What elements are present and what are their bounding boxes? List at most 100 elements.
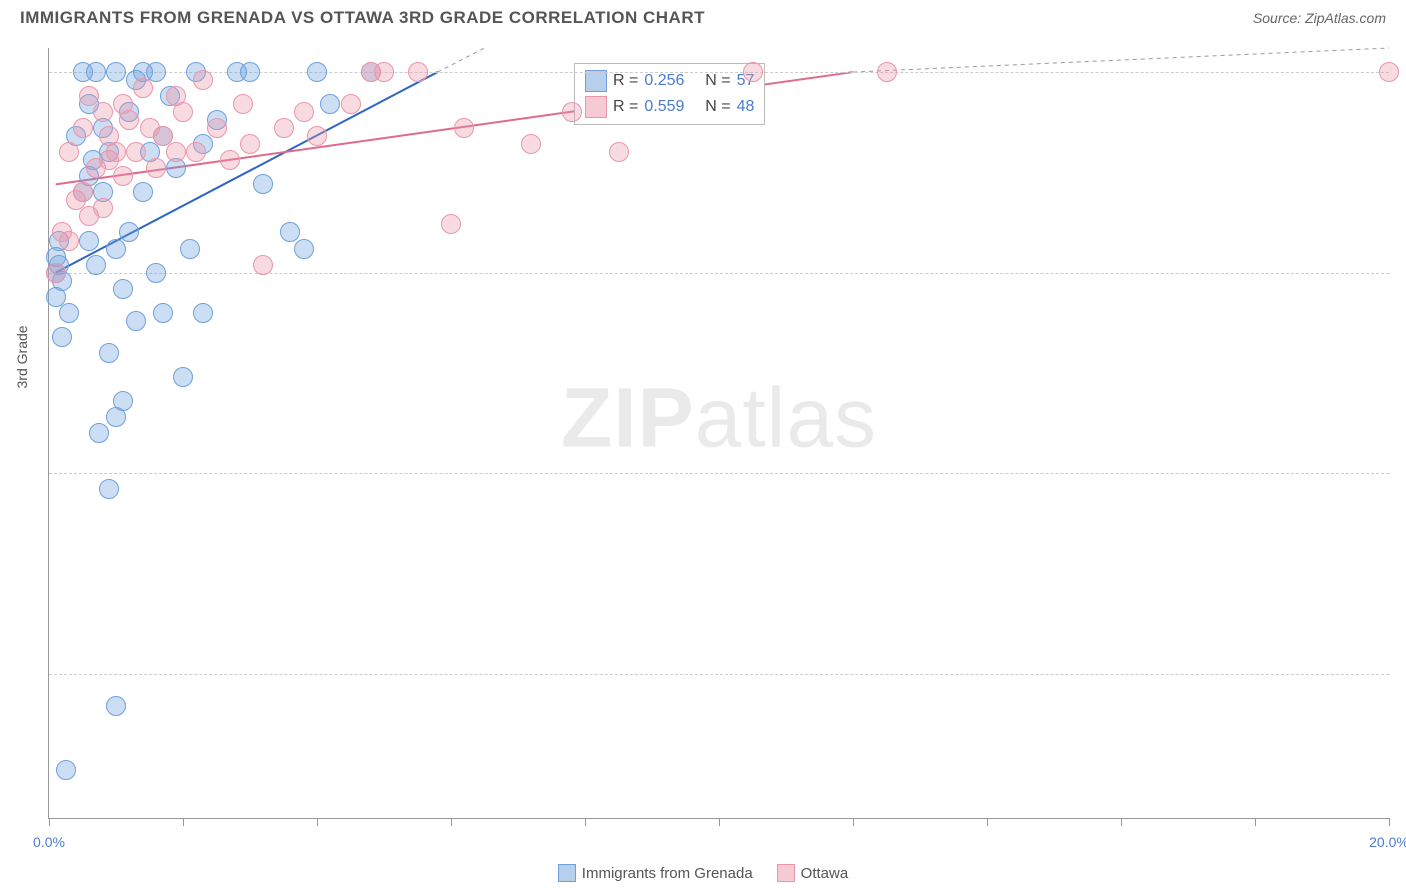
- scatter-point-blue: [146, 62, 166, 82]
- gridline: [49, 273, 1389, 274]
- x-tick: [585, 818, 586, 826]
- x-tick: [1121, 818, 1122, 826]
- scatter-point-blue: [253, 174, 273, 194]
- scatter-point-pink: [609, 142, 629, 162]
- scatter-point-pink: [240, 134, 260, 154]
- scatter-point-pink: [73, 118, 93, 138]
- scatter-point-pink: [186, 142, 206, 162]
- scatter-point-blue: [240, 62, 260, 82]
- scatter-point-blue: [153, 303, 173, 323]
- scatter-point-pink: [441, 214, 461, 234]
- scatter-point-pink: [743, 62, 763, 82]
- trend-line-extrapolated: [438, 48, 485, 72]
- x-tick: [317, 818, 318, 826]
- watermark: ZIPatlas: [561, 369, 877, 466]
- watermark-bold: ZIP: [561, 370, 695, 464]
- legend-swatch-pink: [777, 864, 795, 882]
- scatter-point-blue: [52, 327, 72, 347]
- scatter-point-blue: [106, 62, 126, 82]
- n-value-2: 48: [737, 98, 755, 116]
- scatter-point-pink: [220, 150, 240, 170]
- scatter-point-blue: [320, 94, 340, 114]
- scatter-point-blue: [180, 239, 200, 259]
- scatter-point-pink: [454, 118, 474, 138]
- scatter-point-pink: [1379, 62, 1399, 82]
- scatter-point-blue: [59, 303, 79, 323]
- x-tick: [49, 818, 50, 826]
- scatter-point-pink: [562, 102, 582, 122]
- x-tick: [1389, 818, 1390, 826]
- scatter-point-pink: [233, 94, 253, 114]
- watermark-light: atlas: [695, 370, 877, 464]
- scatter-point-blue: [56, 760, 76, 780]
- scatter-point-pink: [173, 102, 193, 122]
- scatter-point-blue: [99, 343, 119, 363]
- r-value-1: 0.256: [644, 72, 684, 90]
- n-label: N =: [705, 72, 730, 90]
- scatter-point-pink: [408, 62, 428, 82]
- scatter-point-blue: [113, 279, 133, 299]
- r-value-2: 0.559: [644, 98, 684, 116]
- x-tick-label: 0.0%: [33, 834, 65, 850]
- scatter-point-pink: [133, 78, 153, 98]
- x-tick: [719, 818, 720, 826]
- legend-label-1: Immigrants from Grenada: [582, 865, 753, 882]
- trend-line-extrapolated: [853, 48, 1389, 72]
- legend-swatch-pink: [585, 96, 607, 118]
- scatter-point-blue: [86, 62, 106, 82]
- scatter-point-blue: [113, 391, 133, 411]
- y-tick-label: 92.5%: [1395, 666, 1406, 682]
- scatter-point-pink: [877, 62, 897, 82]
- scatter-point-pink: [274, 118, 294, 138]
- scatter-point-blue: [79, 231, 99, 251]
- scatter-point-pink: [307, 126, 327, 146]
- scatter-point-blue: [146, 263, 166, 283]
- scatter-point-blue: [99, 479, 119, 499]
- series-legend: Immigrants from Grenada Ottawa: [0, 864, 1406, 882]
- scatter-point-blue: [307, 62, 327, 82]
- scatter-point-blue: [133, 182, 153, 202]
- scatter-point-pink: [374, 62, 394, 82]
- scatter-point-pink: [126, 142, 146, 162]
- x-tick: [853, 818, 854, 826]
- scatter-point-pink: [93, 198, 113, 218]
- n-label: N =: [705, 98, 730, 116]
- scatter-point-pink: [341, 94, 361, 114]
- scatter-point-pink: [93, 102, 113, 122]
- gridline: [49, 674, 1389, 675]
- r-label: R =: [613, 72, 638, 90]
- legend-swatch-blue: [558, 864, 576, 882]
- scatter-point-pink: [59, 231, 79, 251]
- legend-item-1: Immigrants from Grenada: [558, 864, 753, 882]
- scatter-point-pink: [193, 70, 213, 90]
- scatter-point-pink: [207, 118, 227, 138]
- legend-label-2: Ottawa: [801, 865, 849, 882]
- x-tick: [451, 818, 452, 826]
- scatter-point-blue: [294, 239, 314, 259]
- y-tick-label: 97.5%: [1395, 265, 1406, 281]
- scatter-point-pink: [46, 263, 66, 283]
- scatter-point-blue: [106, 696, 126, 716]
- scatter-point-blue: [173, 367, 193, 387]
- gridline: [49, 473, 1389, 474]
- scatter-point-blue: [86, 255, 106, 275]
- scatter-point-blue: [119, 222, 139, 242]
- source-attribution: Source: ZipAtlas.com: [1253, 10, 1386, 26]
- x-tick: [987, 818, 988, 826]
- scatter-point-pink: [294, 102, 314, 122]
- scatter-point-pink: [113, 166, 133, 186]
- y-axis-label: 3rd Grade: [14, 325, 30, 388]
- legend-row-2: R = 0.559 N = 48: [585, 94, 754, 120]
- x-tick: [183, 818, 184, 826]
- r-label: R =: [613, 98, 638, 116]
- chart-title: IMMIGRANTS FROM GRENADA VS OTTAWA 3RD GR…: [20, 8, 705, 28]
- trend-lines-layer: [49, 48, 1389, 818]
- scatter-point-pink: [253, 255, 273, 275]
- scatter-plot-area: ZIPatlas R = 0.256 N = 57 R = 0.559 N = …: [48, 48, 1389, 819]
- scatter-point-pink: [146, 158, 166, 178]
- x-tick: [1255, 818, 1256, 826]
- scatter-point-pink: [73, 182, 93, 202]
- scatter-point-blue: [89, 423, 109, 443]
- scatter-point-blue: [106, 239, 126, 259]
- chart-header: IMMIGRANTS FROM GRENADA VS OTTAWA 3RD GR…: [0, 0, 1406, 32]
